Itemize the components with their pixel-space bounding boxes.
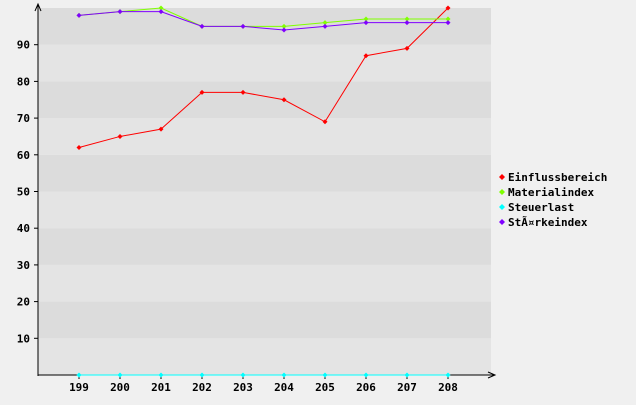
series-line (78, 7, 449, 148)
series-st-rkeindex (76, 9, 451, 33)
data-point (117, 372, 123, 378)
legend-marker (499, 189, 505, 195)
data-point (322, 20, 328, 26)
x-axis-arrow (487, 371, 497, 379)
grid-band (38, 264, 491, 302)
legend: Einflussbereich Materialindex Steuerlast St… (499, 171, 607, 229)
data-point (240, 372, 246, 378)
data-point (445, 16, 451, 22)
x-tick-label: 203 (233, 381, 253, 394)
y-axis-arrow (34, 2, 42, 12)
legend-marker (499, 219, 505, 225)
data-point (158, 5, 164, 11)
data-point (404, 372, 410, 378)
data-point (117, 133, 123, 139)
x-tick-label: 201 (151, 381, 171, 394)
data-point (281, 23, 287, 29)
y-tick-label: 70 (17, 112, 30, 125)
y-tick-label: 90 (17, 39, 30, 52)
grid-band (38, 118, 491, 155)
data-point (281, 97, 287, 103)
data-point (363, 20, 369, 26)
data-point (199, 372, 205, 378)
data-point (322, 372, 328, 378)
data-point (445, 372, 451, 378)
grid-band (38, 191, 491, 229)
data-point (199, 89, 205, 95)
data-point (158, 9, 164, 15)
x-tick-label: 208 (438, 381, 458, 394)
series-steuerlast (76, 372, 451, 378)
legend-label: Materialindex (508, 186, 594, 199)
x-tick-label: 205 (315, 381, 335, 394)
data-point (158, 126, 164, 132)
x-tick-label: 202 (192, 381, 212, 394)
x-tick-label: 204 (274, 381, 294, 394)
x-tick-label: 200 (110, 381, 130, 394)
data-point (445, 20, 451, 26)
grid-bands (38, 8, 491, 375)
y-tick-label: 60 (17, 149, 30, 162)
y-tick-label: 80 (17, 75, 30, 88)
data-point (240, 23, 246, 29)
grid-band (38, 154, 491, 192)
y-tick-label: 10 (17, 332, 30, 345)
legend-label: Einflussbereich (508, 171, 607, 184)
legend-label: Steuerlast (508, 201, 574, 214)
x-tick-label: 199 (69, 381, 89, 394)
legend-label: StÃ¤rkeindex (508, 216, 588, 229)
grid-band (38, 228, 491, 265)
data-point (363, 372, 369, 378)
data-point (158, 372, 164, 378)
grid-band (38, 81, 491, 119)
y-tick-label: 50 (17, 186, 30, 199)
data-point (76, 12, 82, 18)
grid-band (38, 301, 491, 339)
x-tick-label: 206 (356, 381, 376, 394)
series-line (78, 11, 448, 31)
data-point (281, 27, 287, 33)
data-point (404, 20, 410, 26)
x-tick-label: 207 (397, 381, 417, 394)
data-point (76, 144, 82, 150)
data-point (117, 9, 123, 15)
data-point (281, 372, 287, 378)
legend-marker (499, 204, 505, 210)
series-einflussbereich (76, 5, 451, 150)
y-tick-label: 40 (17, 222, 30, 235)
y-tick-label: 20 (17, 296, 30, 309)
data-point (363, 16, 369, 22)
data-point (240, 89, 246, 95)
grid-band (38, 44, 491, 82)
legend-marker (499, 174, 505, 180)
data-point (363, 53, 369, 59)
series-line (78, 7, 448, 27)
data-point (199, 23, 205, 29)
data-point (404, 16, 410, 22)
data-point (322, 119, 328, 125)
data-point (445, 5, 451, 11)
y-tick-label: 30 (17, 259, 30, 272)
data-point (76, 372, 82, 378)
grid-band (38, 338, 491, 375)
data-point (404, 45, 410, 51)
data-point (322, 23, 328, 29)
